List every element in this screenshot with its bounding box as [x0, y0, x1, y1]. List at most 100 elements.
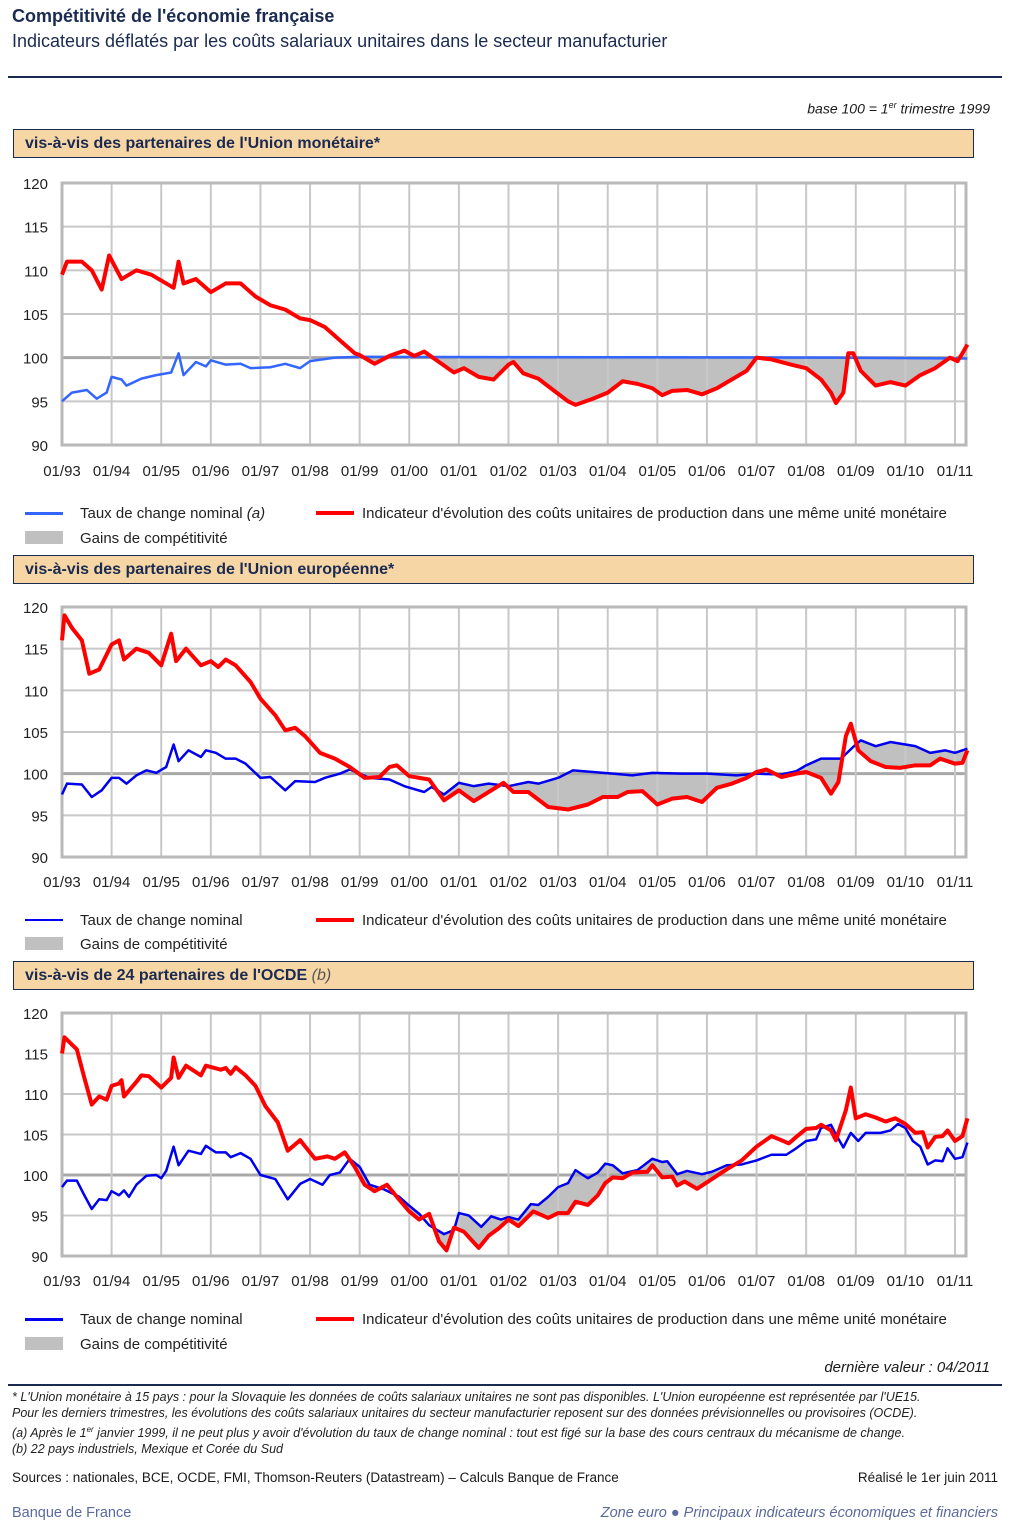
x-tick-label: 01/04 — [589, 874, 627, 891]
footnote-3b: janvier 1999, il ne peut plus y avoir d'… — [93, 1425, 905, 1440]
series-nominal-exchange-rate — [61, 1122, 969, 1236]
x-tick-label: 01/01 — [440, 874, 478, 891]
plot-frame — [60, 1011, 968, 1258]
legend-gray-swatch — [25, 1337, 63, 1350]
y-tick-label: 90 — [31, 438, 48, 455]
gains-area — [62, 353, 968, 405]
x-tick-label: 01/10 — [887, 874, 925, 891]
footnote-2: Pour les derniers trimestres, les évolut… — [12, 1406, 918, 1421]
legend-blue-swatch — [25, 512, 63, 515]
y-tick-label: 120 — [23, 600, 48, 617]
x-tick-label: 01/05 — [639, 874, 677, 891]
page-title: Compétitivité de l'économie française — [12, 6, 335, 26]
footnotes: * L'Union monétaire à 15 pays : pour la … — [12, 1389, 920, 1457]
chart-3-title: vis-à-vis de 24 partenaires de l'OCDE — [25, 967, 308, 984]
chart-3-header: vis-à-vis de 24 partenaires de l'OCDE (b… — [13, 961, 974, 990]
legend-blue-text: Taux de change nominal — [80, 505, 243, 522]
footnote-3a: (a) Après le 1 — [12, 1425, 87, 1440]
x-tick-label: 01/96 — [192, 463, 230, 480]
x-tick-label: 01/00 — [391, 463, 429, 480]
plot-frame — [60, 605, 968, 859]
x-tick-label: 01/97 — [242, 874, 280, 891]
plot-frame — [60, 181, 968, 447]
y-tick-label: 115 — [24, 1047, 48, 1064]
x-tick-label: 01/09 — [837, 463, 875, 480]
y-tick-label: 95 — [31, 808, 48, 825]
legend-red-swatch — [316, 511, 354, 515]
footnote-4: (b) 22 pays industriels, Mexique et Coré… — [12, 1442, 283, 1457]
x-tick-label: 01/97 — [242, 463, 280, 480]
series-unit-cost-indicator — [60, 613, 970, 812]
divider — [8, 1384, 1002, 1386]
y-tick-label: 100 — [23, 351, 48, 368]
x-tick-label: 01/11 — [937, 463, 973, 480]
x-tick-label: 01/94 — [93, 874, 131, 891]
legend-blue-note: (a) — [246, 505, 266, 522]
x-tick-label: 01/07 — [738, 463, 776, 480]
page-subtitle: Indicateurs déflatés par les coûts salar… — [12, 31, 668, 51]
x-tick-label: 01/04 — [589, 463, 627, 480]
x-tick-label: 01/01 — [440, 463, 478, 480]
legend-red-label: Indicateur d'évolution des coûts unitair… — [362, 912, 947, 929]
x-tick-label: 01/04 — [589, 1273, 627, 1290]
x-tick-label: 01/11 — [937, 1273, 973, 1290]
base-sup: er — [888, 100, 897, 110]
legend-blue-swatch — [25, 919, 63, 921]
base-suffix: trimestre 1999 — [896, 100, 991, 117]
legend-red-swatch — [316, 1317, 354, 1321]
x-tick-label: 01/05 — [639, 1273, 677, 1290]
legend-blue-label: Taux de change nominal — [80, 912, 243, 929]
x-tick-label: 01/93 — [43, 463, 81, 480]
x-tick-label: 01/11 — [937, 874, 973, 891]
x-tick-label: 01/03 — [539, 1273, 577, 1290]
x-tick-label: 01/94 — [93, 463, 131, 480]
x-tick-label: 01/02 — [490, 463, 528, 480]
legend-gray-label: Gains de compétitivité — [80, 936, 228, 953]
x-tick-label: 01/96 — [192, 1273, 230, 1290]
x-tick-label: 01/98 — [291, 874, 329, 891]
x-tick-label: 01/10 — [887, 1273, 925, 1290]
y-tick-label: 120 — [23, 1006, 48, 1023]
legend-red-label: Indicateur d'évolution des coûts unitair… — [362, 505, 947, 522]
x-tick-label: 01/06 — [688, 1273, 726, 1290]
footnote-3: (a) Après le 1er janvier 1999, il ne peu… — [12, 1422, 920, 1441]
x-tick-label: 01/99 — [341, 463, 379, 480]
x-tick-label: 01/95 — [142, 1273, 180, 1290]
series-nominal-exchange-rate — [60, 739, 968, 799]
footnote-1: * L'Union monétaire à 15 pays : pour la … — [12, 1390, 921, 1404]
series-unit-cost-indicator — [60, 1035, 970, 1253]
legend-red-swatch — [316, 918, 354, 922]
legend-gray-swatch — [25, 937, 63, 950]
x-tick-label: 01/07 — [738, 1273, 776, 1290]
y-tick-label: 90 — [31, 1249, 48, 1266]
x-tick-label: 01/98 — [291, 1273, 329, 1290]
x-tick-label: 01/08 — [787, 874, 825, 891]
x-tick-label: 01/09 — [837, 874, 875, 891]
x-tick-label: 01/01 — [440, 1273, 478, 1290]
gains-area — [62, 1123, 968, 1251]
legend-blue-label: Taux de change nominal (a) — [80, 505, 265, 522]
chart-1-title: vis-à-vis des partenaires de l'Union mon… — [25, 135, 381, 152]
y-tick-label: 100 — [23, 1168, 48, 1185]
x-tick-label: 01/02 — [490, 1273, 528, 1290]
x-tick-label: 01/99 — [341, 1273, 379, 1290]
x-tick-label: 01/95 — [142, 463, 180, 480]
x-tick-label: 01/08 — [787, 463, 825, 480]
x-tick-label: 01/05 — [639, 463, 677, 480]
x-tick-label: 01/08 — [787, 1273, 825, 1290]
footnote-3-sup: er — [86, 1424, 94, 1434]
y-tick-label: 110 — [24, 683, 48, 700]
y-tick-label: 115 — [24, 220, 48, 237]
chart-2-header: vis-à-vis des partenaires de l'Union eur… — [13, 555, 974, 584]
legend-blue-label: Taux de change nominal — [80, 1311, 243, 1328]
y-tick-label: 100 — [23, 767, 48, 784]
x-tick-label: 01/06 — [688, 463, 726, 480]
x-tick-label: 01/03 — [539, 874, 577, 891]
y-tick-label: 110 — [24, 1087, 48, 1104]
x-tick-label: 01/07 — [738, 874, 776, 891]
x-tick-label: 01/06 — [688, 874, 726, 891]
x-tick-label: 01/10 — [887, 463, 925, 480]
